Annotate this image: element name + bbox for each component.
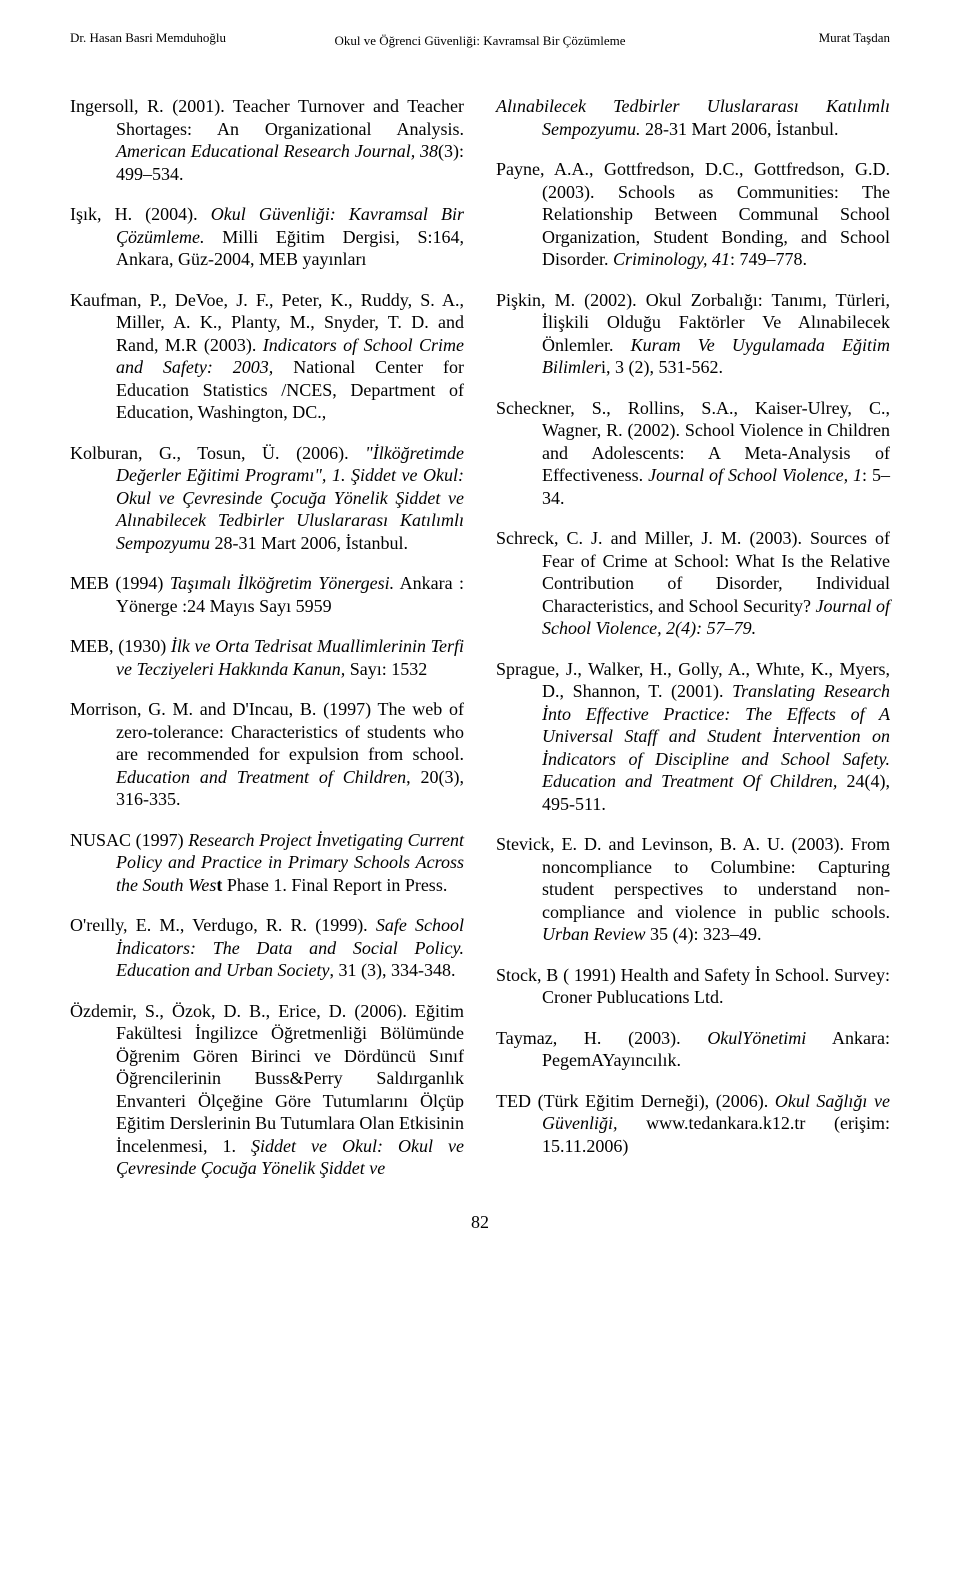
- reference-entry: Sprague, J., Walker, H., Golly, A., Whıt…: [496, 658, 890, 816]
- reference-entry: Scheckner, S., Rollins, S.A., Kaiser-Ulr…: [496, 397, 890, 510]
- reference-entry: Morrison, G. M. and D'Incau, B. (1997) T…: [70, 698, 464, 811]
- reference-columns: Ingersoll, R. (2001). Teacher Turnover a…: [70, 77, 890, 1194]
- reference-entry: Işık, H. (2004). Okul Güvenliği: Kavrams…: [70, 203, 464, 271]
- page-number: 82: [70, 1212, 890, 1233]
- reference-entry: NUSAC (1997) Research Project İnvetigati…: [70, 829, 464, 897]
- reference-entry: Pişkin, M. (2002). Okul Zorbalığı: Tanım…: [496, 289, 890, 379]
- reference-entry: Alınabilecek Tedbirler Uluslararası Katı…: [496, 95, 890, 140]
- reference-entry: MEB (1994) Taşımalı İlköğretim Yönergesi…: [70, 572, 464, 617]
- reference-entry: O'reılly, E. M., Verdugo, R. R. (1999). …: [70, 914, 464, 982]
- left-column: Ingersoll, R. (2001). Teacher Turnover a…: [70, 77, 464, 1194]
- page-container: Dr. Hasan Basri Memduhoğlu Murat Taşdan …: [0, 0, 960, 1263]
- reference-entry: Özdemir, S., Özok, D. B., Erice, D. (200…: [70, 1000, 464, 1180]
- reference-entry: Stock, B ( 1991) Health and Safety İn Sc…: [496, 964, 890, 1009]
- reference-entry: Stevick, E. D. and Levinson, B. A. U. (2…: [496, 833, 890, 946]
- reference-entry: TED (Türk Eğitim Derneği), (2006). Okul …: [496, 1090, 890, 1158]
- right-column: Alınabilecek Tedbirler Uluslararası Katı…: [496, 77, 890, 1194]
- reference-entry: Payne, A.A., Gottfredson, D.C., Gottfred…: [496, 158, 890, 271]
- reference-entry: Kolburan, G., Tosun, Ü. (2006). "İlköğre…: [70, 442, 464, 555]
- reference-entry: Ingersoll, R. (2001). Teacher Turnover a…: [70, 95, 464, 185]
- reference-entry: Schreck, C. J. and Miller, J. M. (2003).…: [496, 527, 890, 640]
- reference-entry: MEB, (1930) İlk ve Orta Tedrisat Muallim…: [70, 635, 464, 680]
- reference-entry: Taymaz, H. (2003). OkulYönetimi Ankara: …: [496, 1027, 890, 1072]
- header-author-right: Murat Taşdan: [819, 30, 890, 46]
- header-author-left: Dr. Hasan Basri Memduhoğlu: [70, 30, 226, 46]
- reference-entry: Kaufman, P., DeVoe, J. F., Peter, K., Ru…: [70, 289, 464, 424]
